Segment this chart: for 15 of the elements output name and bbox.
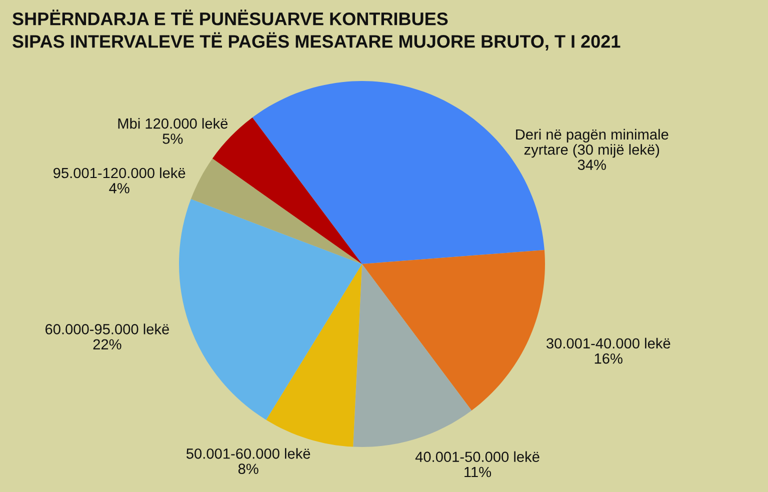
slice-label: Deri në pagën minimale zyrtare (30 mijë lekë) <box>516 128 668 158</box>
slice-label: Mbi 120.000 lekë <box>118 118 228 129</box>
slice-label: 30.001-40.000 lekë <box>546 338 670 349</box>
data-label: 16% <box>594 353 622 364</box>
slice-label: 40.001-50.000 lekë <box>415 451 540 462</box>
data-label: 4% <box>109 183 130 194</box>
slice-label: 60.000-95.000 lekë <box>45 324 169 334</box>
data-label: 22% <box>93 339 122 350</box>
chart-title: SHPËRNDARJA E TË PUNËSUARVE KONTRIBUES SIPAS INTERVALEVE TË PAGËS MESATARE MUJORE BRUTO, T I 2021 <box>12 10 620 50</box>
data-label: 8% <box>238 464 258 474</box>
data-label: 34% <box>578 160 606 170</box>
slice-label: 95.001-120.000 lekë <box>54 167 186 178</box>
data-label: 5% <box>162 134 183 144</box>
slice-label: 50.001-60.000 lekë <box>186 448 310 459</box>
data-label: 11% <box>464 466 492 478</box>
